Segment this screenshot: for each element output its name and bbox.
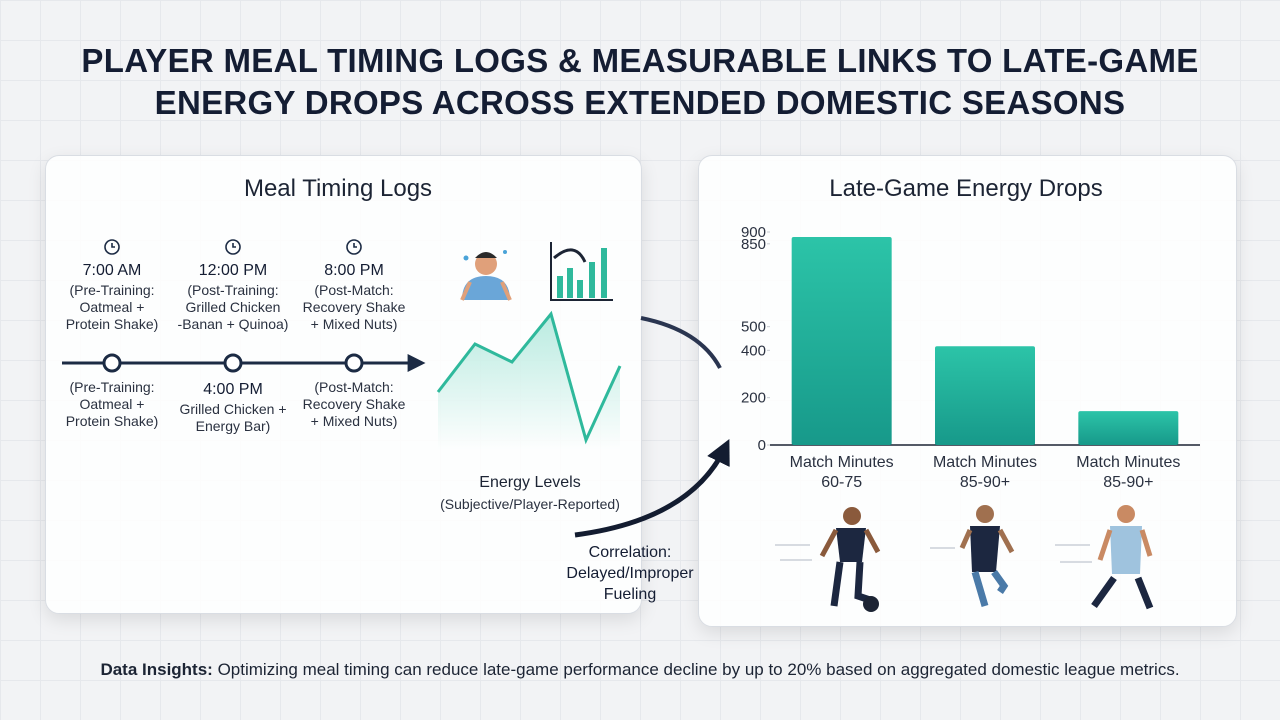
meal-time: 4:00 PM bbox=[203, 381, 263, 398]
x-tick-label: Match Minutes 85-90+ bbox=[932, 454, 1038, 491]
meal-desc: -Banan + Quinoa) bbox=[177, 316, 289, 332]
y-tick-label: 850 bbox=[741, 236, 766, 253]
correlation-line: Fueling bbox=[603, 586, 657, 603]
meal-desc: Grilled Chicken + bbox=[179, 401, 287, 417]
bar bbox=[1078, 411, 1179, 445]
meal-desc: + Mixed Nuts) bbox=[310, 413, 398, 429]
x-tick-label: Match Minutes 60-75 bbox=[789, 454, 894, 491]
insight-text: Optimizing meal timing can reduce late-g… bbox=[217, 660, 1180, 679]
chart-icon bbox=[550, 242, 613, 301]
x-tick-label: Match Minutes 85-90+ bbox=[1076, 454, 1181, 491]
y-tick-label: 500 bbox=[741, 319, 766, 336]
y-tick-label: 400 bbox=[741, 342, 766, 359]
meal-desc: (Post-Match: bbox=[314, 379, 394, 395]
meal-desc: Protein Shake) bbox=[65, 316, 159, 332]
meal-desc: Energy Bar) bbox=[195, 418, 271, 434]
bar bbox=[791, 236, 892, 445]
chart-title: Late-Game Energy Drops bbox=[829, 175, 1102, 202]
meal-desc: Grilled Chicken bbox=[185, 299, 281, 315]
meal-entry: (Post-Match: Recovery Shake + Mixed Nuts) bbox=[284, 379, 424, 430]
meal-time: 7:00 AM bbox=[82, 262, 142, 279]
connector bbox=[640, 316, 722, 369]
meal-desc: Protein Shake) bbox=[65, 413, 159, 429]
energy-label: Energy Levels bbox=[479, 474, 581, 491]
insight: Data Insights: Optimizing meal timing ca… bbox=[0, 660, 1280, 680]
tired-player-icon bbox=[460, 250, 512, 301]
y-tick-label: 0 bbox=[758, 437, 766, 454]
meal-desc: (Pre-Training: bbox=[69, 282, 155, 298]
bar bbox=[935, 346, 1035, 445]
meal-desc: Oatmeal + bbox=[79, 396, 145, 412]
meal-desc: + Mixed Nuts) bbox=[310, 316, 398, 332]
insight-label: Data Insights: bbox=[100, 660, 213, 679]
players bbox=[775, 505, 1154, 612]
correlation-arrow bbox=[574, 439, 730, 538]
meal-desc: (Post-Training: bbox=[187, 282, 279, 298]
energy-sublabel: (Subjective/Player-Reported) bbox=[440, 496, 620, 512]
meal-entry: (Pre-Training: Oatmeal + Protein Shake) bbox=[42, 379, 182, 430]
meal-entry: 4:00 PM Grilled Chicken + Energy Bar) bbox=[163, 379, 303, 435]
y-tick-label: 900 bbox=[741, 224, 766, 241]
meal-entry: 8:00 PM (Post-Match: Recovery Shake + Mixed… bbox=[284, 260, 424, 333]
meal-entry: 12:00 PM (Post-Training: Grilled Chicken -B… bbox=[163, 260, 303, 333]
page-title: PLAYER MEAL TIMING LOGS & MEASURABLE LIN… bbox=[81, 42, 1199, 121]
meal-entry: 7:00 AM (Pre-Training: Oatmeal + Protein Sh… bbox=[42, 260, 182, 333]
energy-line bbox=[436, 310, 622, 445]
meal-panel-title: Meal Timing Logs bbox=[244, 175, 432, 202]
energy-area bbox=[438, 314, 620, 450]
correlation-note: Correlation: Delayed/Improper Fueling bbox=[540, 542, 720, 605]
meal-time: 8:00 PM bbox=[324, 262, 384, 279]
meal-desc: Oatmeal + bbox=[79, 299, 145, 315]
y-tick-label: 200 bbox=[741, 390, 766, 407]
meal-desc: (Pre-Training: bbox=[69, 379, 155, 395]
correlation-line: Correlation: bbox=[588, 544, 672, 561]
correlation-line: Delayed/Improper bbox=[566, 565, 694, 582]
meal-time: 12:00 PM bbox=[198, 262, 268, 279]
clock-icons bbox=[104, 239, 362, 255]
meal-desc: Recovery Shake bbox=[302, 299, 406, 315]
meal-desc: (Post-Match: bbox=[314, 282, 394, 298]
timeline-nodes bbox=[102, 353, 364, 373]
meal-desc: Recovery Shake bbox=[302, 396, 406, 412]
